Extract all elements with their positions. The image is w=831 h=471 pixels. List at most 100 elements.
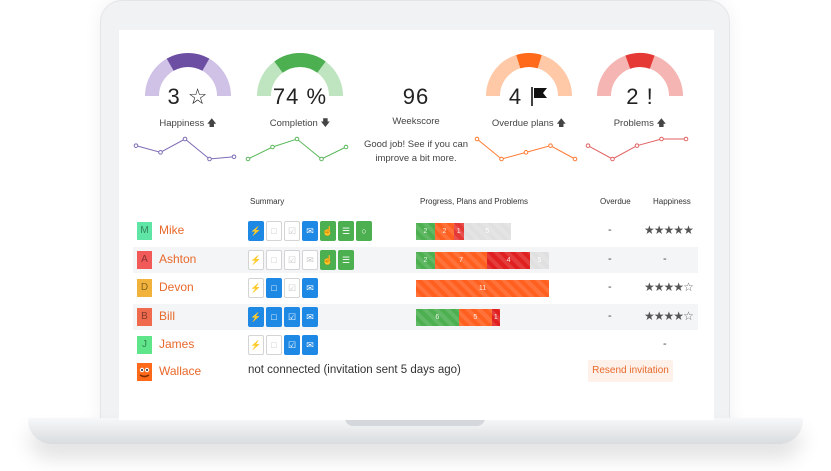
doc-icon[interactable]: ☰ [338,249,354,270]
problems-sparkline [585,136,689,162]
person-name[interactable]: Bill [159,308,176,323]
check-icon[interactable]: ☑ [284,278,300,298]
chat-icon[interactable]: ✉ [302,306,318,327]
gauge-fill [516,53,542,69]
weekscore-value: 96 [402,84,430,109]
person-name[interactable]: Ashton [159,251,197,266]
avatar: B [137,307,152,326]
sparkline-line [476,138,576,160]
completion-value: 74 % [272,84,328,109]
doc-icon[interactable]: ☰ [338,221,354,241]
table-row: M Mike ⚡ □ ☑ ✉ ☝ ☰ ○ 2 2 1 5- ★★★★★ [133,218,698,244]
person-name[interactable]: James [159,337,195,351]
lightning-icon[interactable]: ⚡ [248,221,264,241]
trend-up-icon: 🡅 [556,118,567,129]
gauge-fill [274,53,326,73]
progress-segment: 5 [530,251,549,269]
avatar: D [137,279,152,297]
overdue-sparkline [474,136,578,162]
header-overdue: Overdue [600,197,631,206]
star-icon: ☆ [683,280,694,294]
check-icon[interactable]: ☑ [284,306,300,327]
progress-segment: 4 [487,251,530,269]
overdue-count: - [608,224,612,236]
table-row: J James ⚡ □ ☑ ✉ - [133,332,698,358]
completion-label: Completion 🡇 [269,118,331,129]
square-icon[interactable]: □ [266,306,282,327]
weekscore-note: Good job! See if you can improve a bit m… [363,139,469,164]
sparkline-line [135,138,235,160]
thumb-icon[interactable]: ☝ [320,249,336,270]
avatar: M [137,222,152,240]
table-row: D Devon ⚡ □ ☑ ✉ 11- ★★★★☆ [133,275,698,301]
square-icon[interactable]: □ [266,249,282,270]
gauge-fill [166,53,210,72]
lightning-icon[interactable]: ⚡ [248,335,264,355]
sparkline-point [133,143,139,148]
problems-value: 2 ! [626,84,654,109]
progress-segment: 6 [416,308,459,326]
header-happiness: Happiness [653,197,691,206]
progress-segment: 2 [416,223,435,240]
star-icon: ★ [663,223,675,237]
square-icon[interactable]: □ [266,335,282,355]
chat-icon[interactable]: ✉ [302,221,318,241]
resend-invitation-button[interactable]: Resend invitation [588,360,673,382]
sparkline-point [319,156,324,162]
lightning-icon[interactable]: ⚡ [248,249,264,270]
pending-row: Wallace not connected (invitation sent 5… [133,359,698,385]
progress-segment: 2 [416,251,435,269]
lightning-icon[interactable]: ⚡ [248,278,264,298]
overdue-count: - [608,309,612,322]
problems-gauge [597,53,683,97]
sparkline-point [474,136,480,142]
sparkline-point [634,143,640,148]
check-icon[interactable]: ☑ [284,221,300,241]
overdue-gauge [486,53,572,97]
happiness-gauge [145,53,231,97]
star-icon: ★ [683,223,694,237]
sparkline-line [587,138,686,160]
happiness-empty: - [663,252,667,265]
overdue-count: - [608,281,612,293]
star-icon: ★ [673,223,684,237]
square-icon[interactable]: □ [266,221,282,241]
happiness-stars: ★★★★★ [644,223,694,237]
sparkline-point [683,136,689,142]
completion-gauge [257,53,343,97]
completion-sparkline [245,136,349,162]
sparkline-point [548,143,553,148]
person-name[interactable]: Wallace [159,364,202,378]
ring-icon[interactable]: ○ [356,221,372,241]
star-icon: ★ [644,223,655,237]
weekscore-label: Weekscore [392,116,440,127]
chat-icon[interactable]: ✉ [302,278,318,298]
happiness-sparkline [133,136,237,162]
progress-segment: 5 [463,223,511,240]
check-icon[interactable]: ☑ [284,249,300,270]
chat-icon[interactable]: ✉ [302,249,318,270]
sparkline-point [182,136,188,142]
progress-segment: 1 [492,308,500,326]
sparkline-line [247,138,347,160]
progress-segment: 5 [458,308,492,326]
laptop-notch [345,418,485,426]
star-icon: ★ [673,280,684,294]
thumb-icon[interactable]: ☝ [320,221,336,241]
happiness-stars: ★★★★☆ [644,309,694,323]
chat-icon[interactable]: ✉ [302,335,318,355]
sparkline-point [231,154,237,160]
person-name[interactable]: Mike [159,223,185,237]
flag-icon [531,87,548,106]
check-icon[interactable]: ☑ [284,335,300,355]
header-progress: Progress, Plans and Problems [420,197,529,206]
sparkline-point [270,144,275,150]
table-row: B Bill ⚡ □ ☑ ✉ 6 5 1 - ★★★★☆ [133,303,698,330]
overdue-value: 4 [474,84,584,110]
square-icon[interactable]: □ [266,278,282,298]
lightning-icon[interactable]: ⚡ [248,306,264,327]
overdue-count: - [608,252,612,265]
wallace-avatar-icon [137,363,152,381]
person-name[interactable]: Devon [159,280,194,294]
